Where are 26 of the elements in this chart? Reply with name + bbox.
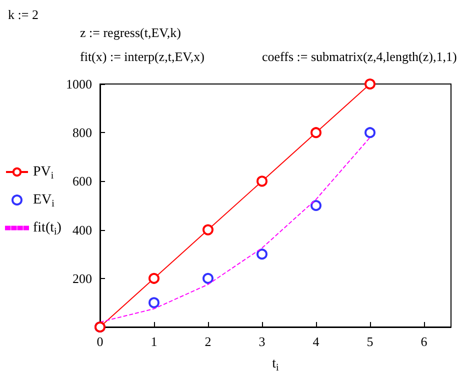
point <box>148 272 160 284</box>
y-tick-label: 200 <box>72 270 92 286</box>
point <box>310 200 322 211</box>
x-tick-label: 3 <box>258 334 266 349</box>
point <box>202 224 214 236</box>
x-tick-label: 1 <box>150 334 158 349</box>
point <box>310 127 322 138</box>
x-tick-label: 5 <box>366 334 374 349</box>
text: k := 2 <box>8 7 38 22</box>
x-tick-label: 6 <box>420 334 428 349</box>
y-tick-label: 400 <box>72 222 92 238</box>
y-tick-label: 800 <box>72 125 92 140</box>
point <box>364 78 376 90</box>
x-tick-label: 4 <box>312 334 320 349</box>
point <box>256 248 268 260</box>
point <box>256 176 268 187</box>
y-tick-label: 600 <box>72 174 92 189</box>
text: z := regress(t,EV,k) <box>80 25 181 40</box>
point <box>364 127 376 138</box>
y-tick-label: 1000 <box>66 76 92 92</box>
x-tick-label: 2 <box>204 334 212 349</box>
point <box>148 297 160 308</box>
point <box>202 272 214 284</box>
text: fit(x) := interp(z,t,EV,x) <box>80 49 204 64</box>
text: coeffs := submatrix(z,4,length(z),1,1) <box>262 49 457 64</box>
x-tick-label: 0 <box>96 334 104 349</box>
